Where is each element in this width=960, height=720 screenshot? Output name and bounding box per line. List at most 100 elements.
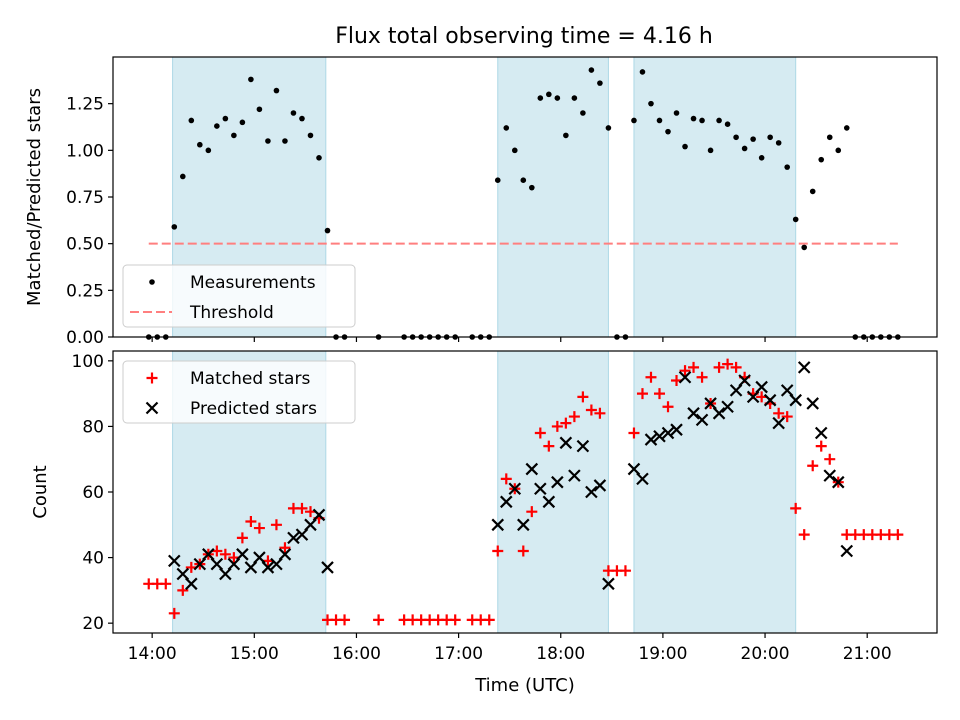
data-point — [295, 528, 309, 541]
data-point — [193, 557, 207, 571]
data-point — [205, 147, 212, 154]
data-point — [789, 393, 802, 407]
top-panel: 0.00 0.25 0.50 0.75 1.00 1.25 Matched/Predicte… — [24, 56, 938, 348]
data-point — [665, 128, 671, 135]
data-point — [503, 125, 510, 131]
data-point — [236, 532, 248, 544]
data-point — [707, 147, 714, 154]
data-point — [287, 531, 300, 545]
data-point — [843, 125, 850, 131]
data-point — [520, 177, 527, 183]
data-point — [185, 561, 197, 573]
data-point — [699, 117, 705, 124]
data-point — [188, 117, 195, 124]
x-tick-label: 17:00 — [434, 644, 483, 664]
data-point — [321, 561, 334, 574]
legend: Matched stars Predicted stars — [122, 360, 356, 424]
data-point — [483, 614, 495, 626]
data-point — [835, 147, 842, 154]
data-point — [644, 433, 658, 446]
data-point — [670, 423, 683, 436]
data-point — [815, 440, 827, 452]
x-axis-label: Time (UTC) — [474, 675, 575, 696]
data-point — [648, 100, 654, 107]
legend-label: Threshold — [189, 303, 274, 323]
data-point — [631, 117, 637, 124]
data-point — [798, 529, 810, 541]
data-point — [160, 578, 172, 590]
data-point — [517, 545, 529, 557]
data-point — [746, 390, 760, 404]
data-point — [628, 427, 640, 439]
data-point — [790, 502, 802, 514]
y-tick-label: 60 — [82, 483, 104, 503]
data-point — [593, 479, 607, 492]
data-point — [597, 80, 603, 86]
data-point — [687, 407, 700, 420]
data-point — [554, 95, 561, 101]
data-point — [806, 397, 819, 410]
data-point — [270, 557, 283, 571]
y-tick-label: 0.00 — [66, 328, 104, 348]
data-point — [826, 134, 833, 141]
data-point — [304, 506, 316, 518]
data-point — [619, 565, 631, 577]
data-point — [373, 614, 385, 626]
data-point — [605, 125, 612, 131]
data-point — [831, 475, 845, 489]
data-point — [733, 134, 739, 141]
data-point — [773, 407, 785, 419]
legend-marker — [146, 372, 158, 384]
data-point — [755, 380, 768, 394]
data-point — [767, 134, 773, 141]
data-point — [594, 407, 606, 419]
data-point — [546, 91, 552, 98]
y-tick-label: 0.50 — [66, 235, 104, 255]
data-point — [202, 548, 215, 561]
data-point — [818, 156, 825, 163]
data-point — [780, 384, 794, 397]
data-point — [253, 522, 265, 534]
y-tick-label: 80 — [82, 417, 104, 437]
data-point — [265, 138, 271, 144]
data-point — [721, 400, 734, 414]
y-tick-label: 0.25 — [66, 281, 104, 301]
data-point — [671, 375, 683, 387]
legend-label: Matched stars — [190, 369, 310, 389]
data-point — [741, 145, 748, 152]
data-point — [585, 404, 597, 416]
data-point — [168, 607, 180, 619]
x-tick-label: 18:00 — [536, 644, 585, 664]
data-point — [551, 475, 564, 489]
data-point — [494, 177, 501, 183]
data-point — [724, 121, 731, 127]
data-point — [211, 545, 223, 557]
data-point — [696, 371, 708, 383]
data-point — [537, 95, 544, 101]
x-tick-label: 21:00 — [843, 644, 892, 664]
data-point — [307, 132, 314, 139]
data-point — [892, 529, 904, 541]
data-point — [679, 365, 691, 377]
data-point — [312, 508, 326, 522]
data-point — [499, 495, 513, 509]
data-point — [571, 95, 578, 101]
data-point — [784, 164, 790, 170]
data-point — [270, 519, 282, 531]
data-point — [176, 567, 190, 581]
data-point — [185, 577, 198, 591]
data-point — [253, 551, 266, 564]
data-point — [627, 462, 641, 476]
y-axis-label: Matched/Predicted stars — [24, 88, 45, 306]
data-point — [239, 119, 246, 126]
data-point — [807, 460, 819, 472]
data-point — [273, 87, 280, 94]
data-point — [653, 429, 666, 443]
data-point — [588, 67, 595, 73]
data-point — [525, 462, 539, 476]
y-tick-label: 0.75 — [66, 188, 104, 208]
data-point — [568, 411, 580, 423]
data-point — [526, 506, 538, 518]
data-point — [792, 216, 799, 223]
